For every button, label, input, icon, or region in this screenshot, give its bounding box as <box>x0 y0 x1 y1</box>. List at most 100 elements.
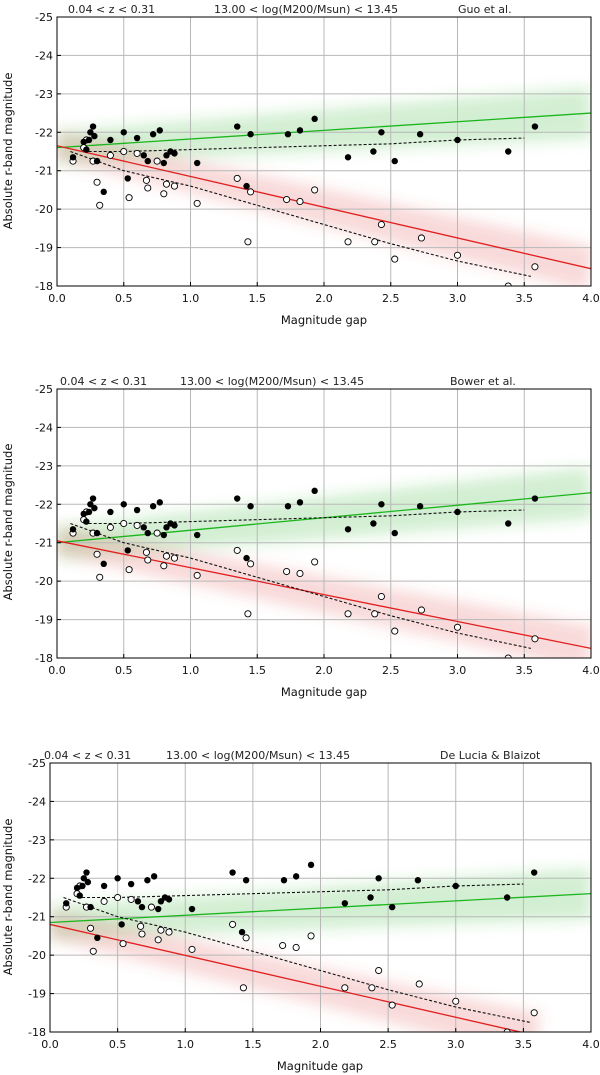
brightest-galaxy-point <box>243 182 250 190</box>
brightest-galaxy-point <box>120 129 127 136</box>
brightest-galaxy-point <box>150 873 158 880</box>
second-brightest-point <box>153 157 161 165</box>
brightest-galaxy-point <box>247 503 254 510</box>
second-brightest-point <box>233 174 241 182</box>
brightest-galaxy-point <box>292 873 300 880</box>
second-brightest-point <box>283 567 291 576</box>
panel-redshift-label: 0.04 < z < 0.31 <box>60 375 147 388</box>
brightest-galaxy-point <box>307 861 315 869</box>
second-brightest-point <box>371 610 379 618</box>
x-tick-label: 3.5 <box>515 1038 533 1051</box>
y-tick-label: -19 <box>35 614 53 627</box>
brightest-galaxy-point <box>140 152 147 159</box>
second-brightest-point <box>193 199 201 207</box>
second-brightest-point <box>89 947 97 955</box>
y-tick-label: -23 <box>28 834 46 847</box>
second-brightest-point <box>344 610 352 618</box>
x-axis-label: Magnitude gap <box>277 1059 363 1073</box>
faint-binned-dashed-line <box>63 896 531 1023</box>
brightest-galaxy-point <box>344 154 352 161</box>
x-tick-label: 3.0 <box>449 664 467 677</box>
brightest-galaxy-point <box>134 898 142 905</box>
y-tick-label: -23 <box>35 460 53 473</box>
brightest-galaxy-point <box>378 501 385 508</box>
brightest-galaxy-point <box>530 869 538 876</box>
brightest-galaxy-point <box>83 518 90 525</box>
second-brightest-point <box>125 566 133 574</box>
x-tick-label: 1.5 <box>244 1038 262 1051</box>
brightest-galaxy-point <box>155 905 162 913</box>
second-brightest-point <box>239 984 247 992</box>
second-brightest-point <box>133 521 141 529</box>
brightest-galaxy-point <box>160 531 167 539</box>
second-brightest-point <box>530 1009 538 1017</box>
brightest-galaxy-point <box>100 188 107 196</box>
second-brightest-point <box>96 573 104 581</box>
x-tick-label: 0.0 <box>41 1038 59 1051</box>
second-brightest-point <box>453 251 462 259</box>
brightest-galaxy-point <box>234 123 241 130</box>
faint-binned-dashed-line <box>70 522 532 649</box>
x-tick-label: 2.5 <box>379 1038 397 1051</box>
brightest-galaxy-point <box>114 875 121 882</box>
brightest-galaxy-point <box>416 131 424 138</box>
second-brightest-point <box>377 592 385 601</box>
second-brightest-point <box>170 182 179 190</box>
brightest-galaxy-point <box>160 159 167 167</box>
brightest-galaxy-point <box>100 882 108 890</box>
y-tick-label: -18 <box>28 1026 46 1039</box>
x-axis-label: Magnitude gap <box>281 685 367 699</box>
brightest-galaxy-point <box>91 132 98 140</box>
brightest-galaxy-point <box>73 884 81 892</box>
panel-redshift-label: 0.04 < z < 0.31 <box>44 749 131 762</box>
x-tick-label: 3.5 <box>516 664 534 677</box>
y-tick-label: -23 <box>35 88 53 101</box>
second-brightest-point <box>106 151 114 159</box>
second-brightest-point <box>193 571 201 579</box>
y-tick-label: -25 <box>28 757 46 770</box>
second-brightest-point <box>279 941 287 950</box>
second-brightest-point <box>296 197 304 206</box>
second-brightest-point <box>311 558 319 566</box>
second-brightest-point <box>242 934 250 942</box>
y-tick-label: -22 <box>35 498 53 511</box>
second-brightest-point <box>120 147 128 156</box>
second-brightest-point <box>391 627 399 635</box>
brightest-galaxy-point <box>89 123 97 130</box>
panel-model-label: De Lucia & Blaizot <box>440 749 541 762</box>
second-brightest-point <box>127 895 135 903</box>
brightest-galaxy-point <box>193 531 201 539</box>
brightest-galaxy-point <box>284 131 292 138</box>
x-tick-label: 4.0 <box>582 1038 600 1051</box>
x-tick-label: 4.0 <box>582 292 600 305</box>
plot-area <box>57 17 591 286</box>
y-tick-label: -21 <box>35 165 53 178</box>
brightest-galaxy-point <box>505 520 512 527</box>
brightest-galaxy-point <box>91 504 98 512</box>
y-tick-label: -20 <box>35 203 53 216</box>
second-brightest-point <box>106 523 114 531</box>
brightest-galaxy-point <box>391 529 398 537</box>
second-brightest-point <box>311 186 319 194</box>
second-brightest-point <box>100 897 108 905</box>
second-brightest-point <box>503 1028 511 1032</box>
brightest-galaxy-point <box>311 115 318 123</box>
second-brightest-point <box>452 997 460 1005</box>
second-brightest-point <box>344 238 352 246</box>
second-brightest-point <box>244 238 252 246</box>
second-brightest-point <box>417 606 426 614</box>
plot-area <box>57 389 591 658</box>
y-tick-label: -20 <box>35 575 53 588</box>
x-tick-label: 1.5 <box>249 664 267 677</box>
x-tick-label: 3.0 <box>447 1038 465 1051</box>
brightest-galaxy-point <box>89 495 97 502</box>
y-tick-label: -24 <box>35 421 53 434</box>
second-brightest-point <box>368 984 376 992</box>
y-tick-label: -24 <box>28 795 46 808</box>
brightest-galaxy-point <box>370 520 377 527</box>
y-tick-label: -24 <box>35 49 53 62</box>
brightest-galaxy-point <box>367 894 374 901</box>
second-brightest-point <box>247 188 255 196</box>
second-brightest-point <box>147 903 155 911</box>
second-brightest-point <box>229 920 237 928</box>
